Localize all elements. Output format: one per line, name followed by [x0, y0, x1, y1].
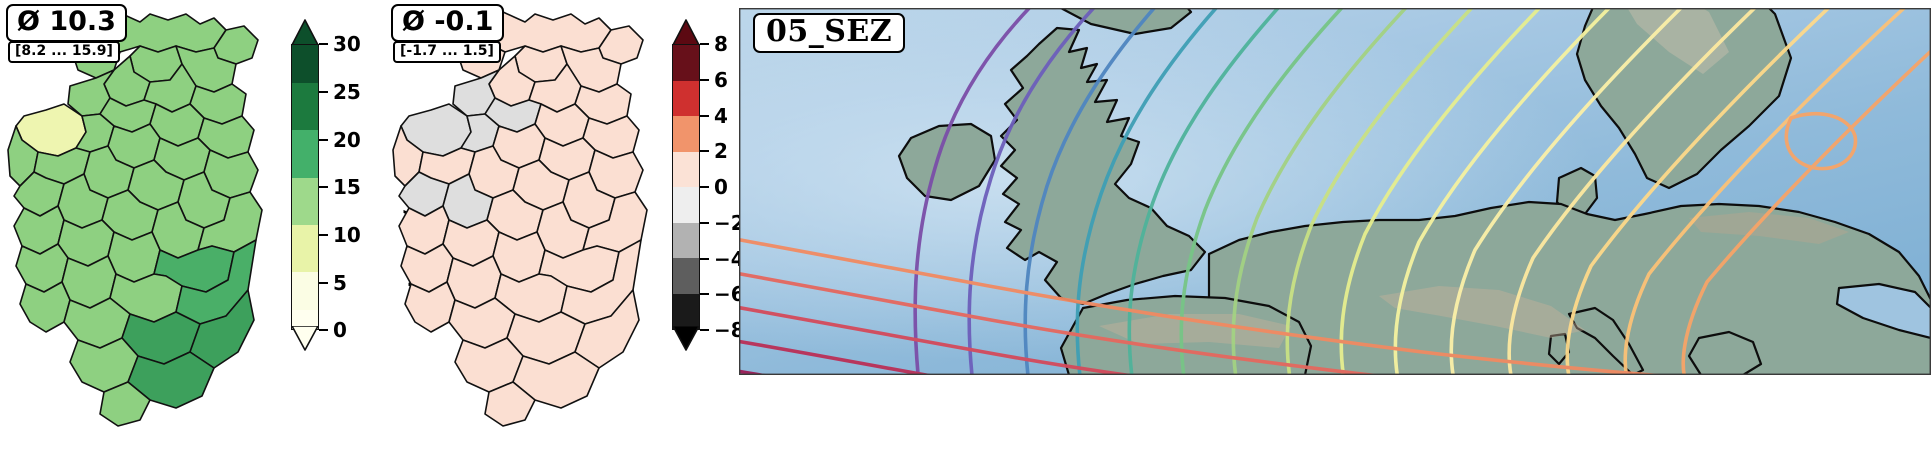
landmass-group [897, 8, 1931, 375]
black-sea-coast [1835, 282, 1931, 340]
colorbar-absolute-track [291, 44, 319, 330]
contour-line [1231, 8, 1409, 375]
colorbar-bottom-arrow-anomaly [672, 325, 700, 351]
europe-map-frame [738, 7, 1931, 376]
mean-badge-absolute: Ø 10.3 [6, 4, 127, 43]
germany-absolute-map[interactable] [0, 0, 300, 451]
contour-line [1023, 8, 1157, 375]
range-badge-absolute: [8.2 ... 15.9] [8, 41, 120, 63]
contour-line [1449, 8, 1684, 375]
colorbar-top-arrow-absolute [291, 19, 319, 46]
tick-label: 6 [714, 67, 728, 92]
corsica-sardinia [1547, 332, 1571, 366]
contour-line [739, 271, 1386, 375]
range-badge-anomaly: [-1.7 ... 1.5] [393, 41, 501, 63]
germany-anomaly-map[interactable] [385, 0, 685, 451]
contour-line [1075, 8, 1219, 375]
iceland [1058, 8, 1193, 36]
contour-line [1507, 8, 1758, 375]
tick-label: 15 [333, 175, 361, 199]
contour-line [739, 339, 936, 375]
contour-lines [739, 8, 1931, 375]
colorbar-absolute[interactable]: 30 25 20 15 10 5 0 wmax (m/s) [291, 18, 425, 356]
contour-line [739, 305, 1139, 375]
panel-wmax-anomaly: Ø -0.1 [-1.7 ... 1.5] [385, 0, 685, 451]
tick-label: 2 [714, 139, 728, 164]
tick-label: 4 [714, 103, 728, 128]
europe-title-badge: 05_SEZ [753, 13, 906, 53]
mean-badge-anomaly: Ø -0.1 [391, 4, 505, 43]
contour-line [1127, 8, 1281, 375]
colorbar-top-arrow-anomaly [672, 19, 700, 46]
tick-label: 25 [333, 79, 361, 104]
panel-wmax-absolute: Ø 10.3 [8.2 ... 15.9] [0, 0, 300, 451]
tick-label: 5 [333, 270, 347, 295]
colorbar-anomaly[interactable]: 8 6 4 2 0 −2 −4 −6 −8 wmax (m/s) [672, 18, 808, 356]
tick-label: 0 [333, 318, 347, 342]
contour-line [1179, 8, 1345, 375]
contour-line [1565, 8, 1832, 375]
contour-line [1393, 8, 1612, 375]
tick-label: 0 [714, 175, 728, 199]
contour-line [739, 237, 1673, 375]
contour-line [1339, 8, 1542, 375]
colorbar-anomaly-track [672, 44, 700, 330]
colorbar-bottom-arrow-absolute [291, 325, 319, 351]
contour-line [1623, 8, 1907, 375]
balkans-coast [1687, 330, 1763, 375]
tick-label: 30 [333, 32, 361, 56]
contour-line [739, 369, 772, 375]
tick-label: 20 [333, 127, 361, 152]
contour-closed [1784, 111, 1858, 171]
colorbar-absolute-ticks: 30 25 20 15 10 5 0 [319, 32, 389, 342]
contour-line [967, 8, 1097, 375]
tick-label: 8 [714, 32, 728, 56]
contour-line [913, 8, 1032, 375]
europe-map-canvas [738, 7, 1931, 376]
scandinavia [1575, 8, 1793, 190]
panel-europe-contours[interactable]: 05_SEZ [738, 7, 1931, 376]
ireland [897, 122, 997, 202]
tick-label: 10 [333, 222, 361, 247]
contour-line [1681, 48, 1931, 375]
